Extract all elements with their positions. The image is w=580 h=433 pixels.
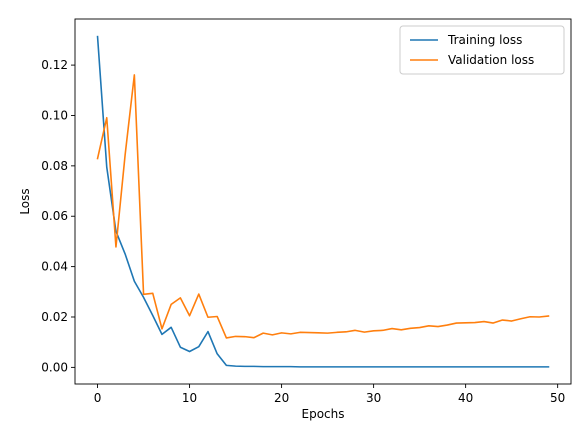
y-tick-label: 0.00 [41, 360, 68, 374]
y-tick-label: 0.04 [41, 260, 68, 274]
series-line-validation-loss [96, 74, 550, 339]
x-tick-label: 20 [274, 391, 289, 405]
y-tick-label: 0.02 [41, 310, 68, 324]
x-tick-label: 40 [458, 391, 473, 405]
y-tick-label: 0.06 [41, 209, 68, 223]
legend-label-training-loss: Training loss [447, 33, 522, 47]
y-tick-label: 0.10 [41, 108, 68, 122]
series-line-training-loss [96, 35, 550, 368]
legend: Training loss Validation loss [399, 25, 565, 75]
x-tick-label: 50 [550, 391, 565, 405]
x-axis-label: Epochs [302, 407, 345, 421]
legend-box [399, 25, 565, 75]
legend-label-validation-loss: Validation loss [448, 53, 534, 67]
plot-area [75, 19, 571, 384]
x-tick-label: 30 [366, 391, 381, 405]
y-tick-label: 0.08 [41, 159, 68, 173]
axes-layer: 0 10 20 30 40 50 0.00 0.02 0.04 0.06 0.08 0.10 0.12 [41, 18, 572, 405]
axes-frame [74, 18, 572, 385]
y-axis-label: Loss [18, 188, 32, 214]
x-tick-label: 0 [94, 391, 102, 405]
y-tick-label: 0.12 [41, 58, 68, 72]
series-layer [96, 35, 550, 368]
x-tick-label: 10 [182, 391, 197, 405]
